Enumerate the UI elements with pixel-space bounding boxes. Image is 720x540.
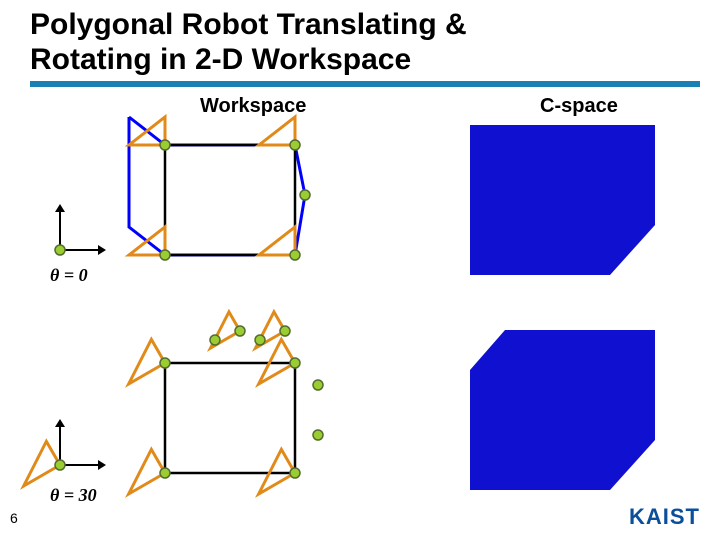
title-line1: Polygonal Robot Translating & (30, 8, 700, 43)
diagram-svg (0, 95, 720, 515)
page-number: 6 (10, 510, 18, 526)
title-underline (30, 81, 700, 87)
diagram-area: Workspace C-space θ = 0 θ = 30 (0, 95, 720, 515)
kaist-logo: KAIST (629, 504, 700, 530)
theta-thirty-label: θ = 30 (50, 485, 97, 506)
theta-zero-label: θ = 0 (50, 265, 88, 286)
slide-title: Polygonal Robot Translating & Rotating i… (0, 0, 720, 81)
title-line2: Rotating in 2-D Workspace (30, 43, 700, 78)
